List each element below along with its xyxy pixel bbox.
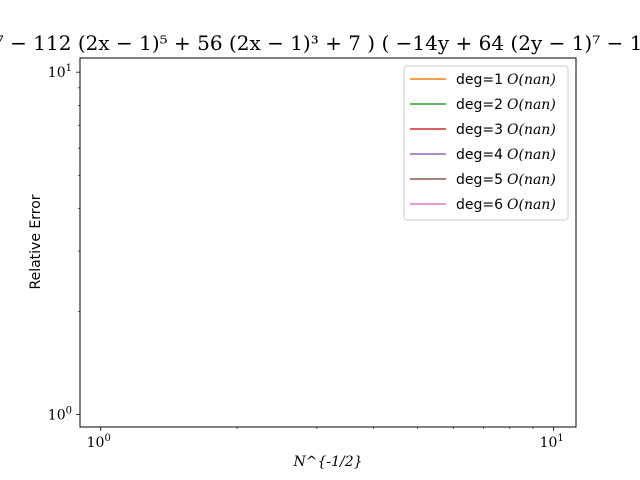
minor-ticks: [78, 87, 534, 429]
legend-rate: O(nan): [507, 122, 556, 138]
legend-rate: O(nan): [507, 172, 556, 188]
x-axis-label: N^{-1/2}: [292, 454, 362, 470]
legend-entry-deg-1: deg=1 O(nan): [410, 72, 556, 88]
legend-rate: O(nan): [507, 147, 556, 163]
legend-rate: O(nan): [507, 72, 556, 88]
legend-entry-deg-5: deg=5 O(nan): [410, 172, 556, 188]
legend-label: deg=5: [456, 172, 503, 188]
x-tick-label-0: 100: [87, 433, 111, 451]
chart-title: )⁷ − 112 (2x − 1)⁵ + 56 (2x − 1)³ + 7 ) …: [0, 31, 640, 55]
legend-entry-deg-2: deg=2 O(nan): [410, 97, 556, 113]
legend-entry-deg-4: deg=4 O(nan): [410, 147, 556, 163]
legend: deg=1 O(nan)deg=2 O(nan)deg=3 O(nan)deg=4 O(…: [403, 65, 569, 221]
legend-label: deg=6: [456, 197, 503, 213]
axes-frame: [79, 57, 577, 428]
y-tick-label-0: 100: [48, 406, 72, 424]
legend-label: deg=3: [456, 122, 503, 138]
legend-label: deg=1: [456, 72, 503, 88]
y-tick-label-1: 101: [48, 63, 72, 81]
legend-label: deg=2: [456, 97, 503, 113]
x-tick-label-1: 101: [540, 433, 564, 451]
y-axis-label: Relative Error: [28, 194, 44, 289]
legend-rate: O(nan): [507, 197, 556, 213]
legend-entry-deg-3: deg=3 O(nan): [410, 122, 556, 138]
major-ticks: 100 101 100 101: [48, 63, 564, 451]
legend-label: deg=4: [456, 147, 503, 163]
plot-area: 100 101 100 101: [48, 57, 577, 451]
x-axis-label-text: N^{-1/2}: [292, 454, 362, 470]
legend-rate: O(nan): [507, 97, 556, 113]
legend-entries: deg=1 O(nan)deg=2 O(nan)deg=3 O(nan)deg=4 O(…: [410, 72, 556, 213]
legend-entry-deg-6: deg=6 O(nan): [410, 197, 556, 213]
